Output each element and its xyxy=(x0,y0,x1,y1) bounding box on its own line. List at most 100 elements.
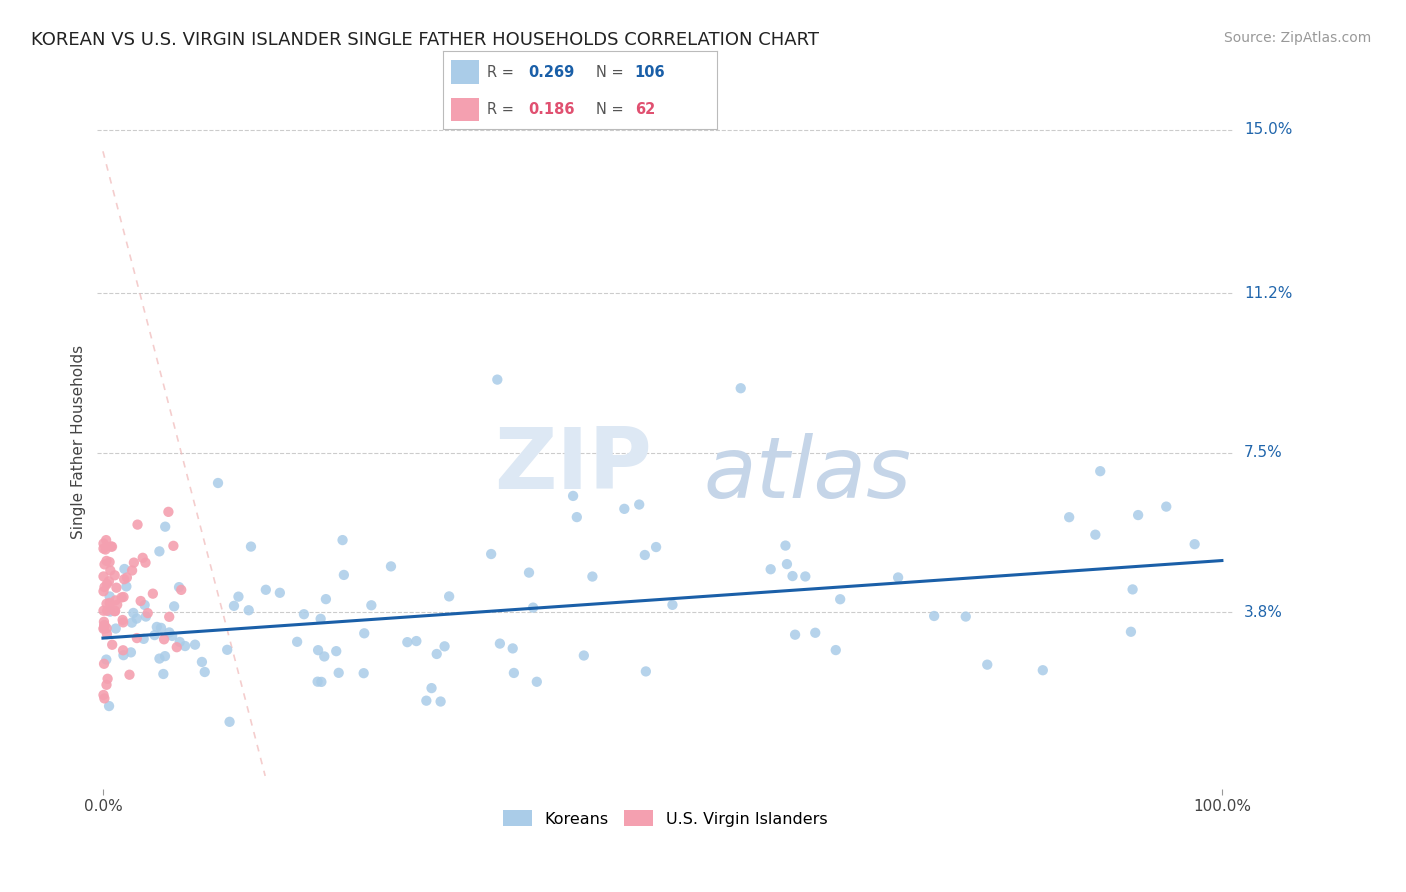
Point xyxy=(353,666,375,681)
Point xyxy=(396,635,419,649)
Point xyxy=(429,694,451,708)
Point xyxy=(104,593,127,607)
Point xyxy=(426,647,449,661)
Point xyxy=(112,615,135,630)
Point xyxy=(120,645,142,659)
Text: N =: N = xyxy=(596,103,628,117)
Point xyxy=(1154,500,1177,514)
Text: atlas: atlas xyxy=(704,433,912,516)
Point xyxy=(315,592,337,607)
Point xyxy=(804,625,827,640)
Point xyxy=(96,604,118,618)
Point xyxy=(94,542,117,557)
Point xyxy=(150,621,173,635)
Point xyxy=(922,609,945,624)
Point xyxy=(1032,663,1054,677)
Text: 0.269: 0.269 xyxy=(527,64,574,79)
Point xyxy=(96,621,118,635)
Point xyxy=(307,643,329,657)
Point xyxy=(153,519,176,533)
Point xyxy=(131,550,153,565)
Point xyxy=(517,566,540,580)
Point xyxy=(191,655,214,669)
Point xyxy=(311,674,333,689)
Point xyxy=(94,533,117,547)
Point xyxy=(93,618,115,632)
Point xyxy=(634,665,657,679)
Point xyxy=(217,642,239,657)
Point xyxy=(93,621,115,635)
Point xyxy=(645,540,668,554)
Point xyxy=(1090,464,1112,478)
Point xyxy=(93,688,115,702)
Point xyxy=(976,657,998,672)
Point xyxy=(115,570,138,584)
Point xyxy=(437,590,460,604)
Text: 15.0%: 15.0% xyxy=(1244,122,1292,137)
Point xyxy=(125,611,148,625)
Point xyxy=(98,564,121,578)
Point xyxy=(98,699,121,714)
Point xyxy=(148,544,170,558)
Point xyxy=(105,581,128,595)
Point xyxy=(228,590,250,604)
Point xyxy=(1057,510,1080,524)
Point xyxy=(98,555,121,569)
Point xyxy=(166,640,188,655)
Point xyxy=(218,714,240,729)
Point xyxy=(112,572,135,586)
Point xyxy=(146,620,169,634)
Point xyxy=(100,540,122,554)
Point xyxy=(174,639,197,653)
Point xyxy=(184,638,207,652)
Point xyxy=(96,577,118,591)
Point xyxy=(415,694,437,708)
Point xyxy=(127,517,149,532)
Point xyxy=(157,625,180,640)
Point xyxy=(433,640,456,654)
Point xyxy=(794,569,817,583)
Point xyxy=(96,678,118,692)
Bar xyxy=(451,61,478,84)
Point xyxy=(292,607,315,622)
Point xyxy=(93,618,115,632)
Point xyxy=(98,590,121,604)
Point xyxy=(328,665,350,680)
Point xyxy=(730,381,752,395)
Point xyxy=(167,580,190,594)
Point xyxy=(112,590,135,604)
Point xyxy=(96,597,118,611)
Point xyxy=(93,536,115,550)
Point xyxy=(98,605,121,619)
Point xyxy=(142,587,165,601)
Y-axis label: Single Father Households: Single Father Households xyxy=(72,345,86,539)
Point xyxy=(93,622,115,636)
Point xyxy=(93,584,115,599)
Point xyxy=(153,649,176,664)
Point xyxy=(285,635,308,649)
Point xyxy=(104,604,127,618)
Point xyxy=(96,627,118,641)
Point xyxy=(98,596,121,610)
Point xyxy=(93,657,115,671)
Text: 106: 106 xyxy=(636,64,665,79)
Text: 7.5%: 7.5% xyxy=(1244,445,1282,460)
Point xyxy=(502,665,524,680)
Point xyxy=(111,613,134,627)
Point xyxy=(135,609,157,624)
Point xyxy=(1126,508,1149,522)
Point xyxy=(143,628,166,642)
Point xyxy=(104,604,127,618)
Point xyxy=(776,557,799,571)
Point xyxy=(93,541,115,556)
Point xyxy=(1184,537,1206,551)
Bar xyxy=(451,98,478,121)
Point xyxy=(134,556,156,570)
Point xyxy=(332,533,354,547)
Point xyxy=(238,603,260,617)
Point xyxy=(307,674,329,689)
Point xyxy=(93,604,115,618)
Point xyxy=(157,505,180,519)
Point xyxy=(333,568,356,582)
Point xyxy=(122,606,145,620)
